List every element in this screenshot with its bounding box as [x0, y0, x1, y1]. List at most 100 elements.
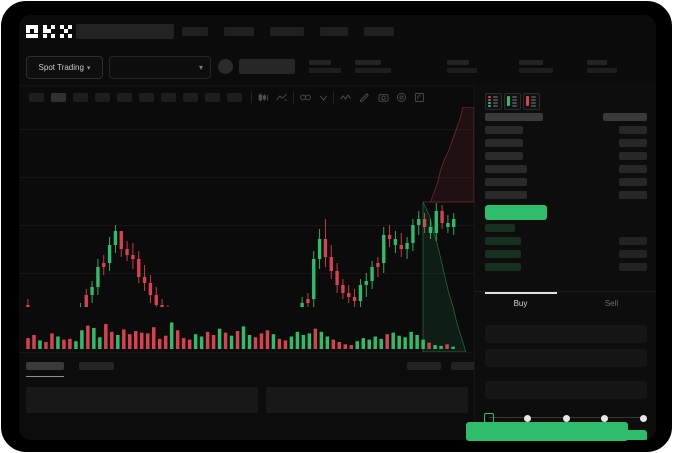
compare-icon[interactable]	[317, 91, 330, 104]
orderbook-rows[interactable]	[475, 113, 656, 291]
orderbook-bid-row-2[interactable]	[485, 250, 521, 258]
ticker-bar: Spot Trading ▾ ▾	[19, 49, 656, 85]
logo-cell	[59, 25, 64, 30]
trading-mode-dropdown[interactable]: Spot Trading ▾	[26, 56, 103, 79]
order-price-field[interactable]	[485, 325, 647, 343]
market-stat-4	[587, 60, 617, 73]
timeframe-button-6[interactable]	[161, 93, 176, 102]
okx-logo[interactable]	[26, 25, 85, 38]
orderbook-ask-row-0[interactable]	[485, 113, 543, 121]
pencil-draw-icon[interactable]	[358, 91, 371, 104]
gridline-2	[19, 225, 474, 226]
chevron-down-icon: ▾	[198, 63, 203, 72]
price-chart-pane[interactable]	[19, 107, 474, 352]
logo-cell	[68, 33, 73, 38]
pair-name-label	[239, 59, 295, 74]
orderbook-bids-icon[interactable]	[504, 93, 521, 110]
chart-type-icon[interactable]	[275, 91, 288, 104]
indicators-icon[interactable]	[299, 91, 312, 104]
order-total-field[interactable]	[485, 381, 647, 399]
toolbar-divider	[333, 91, 334, 103]
orderbook-ask-size-4	[619, 165, 647, 173]
timeframe-button-1[interactable]	[51, 93, 66, 102]
orderbook-ask-row-6[interactable]	[485, 191, 527, 199]
orderbook-bid-row-0[interactable]	[485, 224, 515, 232]
trading-mode-label: Spot Trading	[38, 63, 84, 72]
nav-item-2[interactable]	[270, 27, 304, 36]
nav-item-4[interactable]	[364, 27, 394, 36]
orders-content-block	[266, 387, 468, 413]
top-navigation-bar	[19, 15, 656, 49]
trading-pair-dropdown[interactable]: ▾	[109, 56, 211, 79]
orderbook-ask-size-2	[619, 139, 647, 147]
nav-search-input[interactable]	[76, 24, 174, 39]
primary-cta-button[interactable]	[466, 422, 628, 441]
orders-action-1[interactable]	[451, 362, 487, 370]
volume-series	[26, 322, 455, 349]
settings-gear-icon[interactable]	[395, 91, 408, 104]
orders-tab-1[interactable]	[79, 362, 114, 370]
toolbar-divider	[251, 91, 252, 103]
nav-item-3[interactable]	[320, 27, 348, 36]
market-stat-1	[355, 60, 391, 73]
logo-cell	[68, 25, 73, 30]
fullscreen-icon[interactable]	[413, 91, 426, 104]
timeframe-button-9[interactable]	[227, 93, 242, 102]
logo-cell	[34, 29, 39, 34]
logo-cell	[51, 33, 56, 38]
nav-item-0[interactable]	[182, 27, 208, 36]
stat-value	[447, 68, 477, 73]
orderbook-ask-size-6	[619, 191, 647, 199]
orderbook-both-icon[interactable]	[485, 93, 502, 110]
orderbook-ask-row-1[interactable]	[485, 126, 523, 134]
orderbook-ask-size-1	[619, 126, 647, 134]
timeframe-button-5[interactable]	[139, 93, 154, 102]
timeframe-button-7[interactable]	[183, 93, 198, 102]
stat-label	[447, 60, 469, 65]
candlestick-series	[26, 203, 456, 307]
orderbook-bid-size-2	[619, 250, 647, 258]
slider-step-75[interactable]	[601, 414, 608, 422]
logo-cell	[42, 33, 47, 38]
orderbook-bid-row-3[interactable]	[485, 263, 521, 271]
orderbook-ask-size-5	[619, 178, 647, 186]
stat-label	[355, 60, 381, 65]
slider-step-100[interactable]	[639, 414, 647, 422]
stat-value	[587, 68, 617, 73]
timeframe-button-3[interactable]	[95, 93, 110, 102]
orders-tab-0[interactable]	[26, 362, 64, 370]
slider-step-50[interactable]	[562, 414, 570, 422]
orders-action-0[interactable]	[407, 362, 441, 370]
timeframe-button-4[interactable]	[117, 93, 132, 102]
nav-item-1[interactable]	[224, 27, 254, 36]
line-chart-icon[interactable]	[339, 91, 352, 104]
timeframe-button-8[interactable]	[205, 93, 220, 102]
orderbook-ask-row-2[interactable]	[485, 139, 523, 147]
orderbook-last-price	[485, 205, 547, 220]
timeframe-button-2[interactable]	[73, 93, 88, 102]
orderbook-ask-size-0	[603, 113, 647, 121]
slider-step-25[interactable]	[524, 414, 531, 422]
orderbook-asks-icon[interactable]	[523, 93, 540, 110]
orderbook-bid-row-1[interactable]	[485, 237, 521, 245]
orderbook-ask-row-3[interactable]	[485, 152, 523, 160]
order-amount-field[interactable]	[485, 349, 647, 367]
stat-label	[519, 60, 543, 65]
toolbar-divider	[293, 91, 294, 103]
gridline-0	[19, 129, 474, 130]
timeframe-button-0[interactable]	[29, 93, 44, 102]
tab-sell[interactable]: Sell	[604, 299, 619, 308]
logo-cell	[34, 25, 39, 30]
orderbook-ask-row-4[interactable]	[485, 165, 527, 173]
candlestick-chart-icon[interactable]	[257, 91, 270, 104]
logo-cell	[51, 25, 56, 30]
tab-buy[interactable]: Buy	[513, 299, 528, 308]
camera-snapshot-icon[interactable]	[377, 91, 390, 104]
orderbook-ask-row-5[interactable]	[485, 178, 527, 186]
stat-value	[355, 68, 391, 73]
logo-cell	[64, 29, 69, 34]
stat-value	[519, 68, 553, 73]
logo-cell	[47, 29, 52, 34]
market-stat-2	[447, 60, 477, 73]
